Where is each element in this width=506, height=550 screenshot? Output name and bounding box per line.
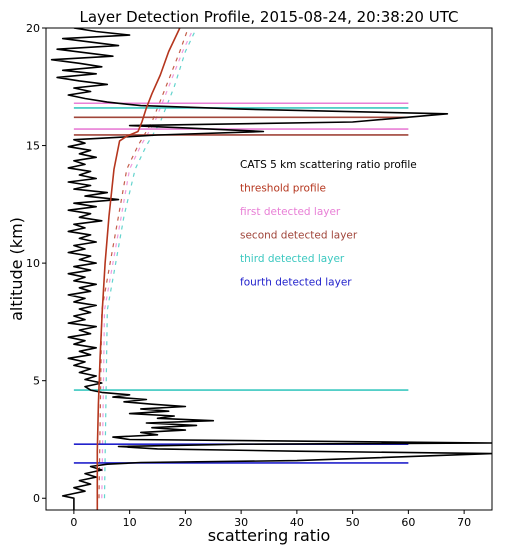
- plot-area: [50, 28, 492, 510]
- legend-first-detected-layer: first detected layer: [240, 206, 341, 218]
- legend: CATS 5 km scattering ratio profile thresh…: [240, 159, 417, 289]
- dashed-guide-3: [103, 28, 198, 499]
- y-tick-label: 10: [26, 257, 40, 270]
- y-axis: 0 5 10 15 20: [26, 22, 46, 505]
- y-axis-label: altitude (km): [7, 217, 26, 321]
- x-tick-label: 70: [457, 516, 471, 529]
- x-tick-label: 30: [234, 516, 248, 529]
- y-tick-label: 5: [33, 375, 40, 388]
- dashed-guide-1: [101, 28, 195, 499]
- x-axis-label: scattering ratio: [208, 526, 331, 545]
- x-tick-label: 20: [178, 516, 192, 529]
- x-tick-label: 60: [401, 516, 415, 529]
- chart-title: Layer Detection Profile, 2015-08-24, 20:…: [80, 8, 459, 26]
- x-tick-label: 40: [290, 516, 304, 529]
- x-tick-label: 50: [346, 516, 360, 529]
- legend-second-detected-layer: second detected layer: [240, 230, 358, 242]
- x-axis: 0 10 20 30 40 50 60 70: [70, 510, 471, 529]
- legend-threshold-profile: threshold profile: [240, 183, 326, 195]
- dashed-guide-2: [98, 28, 189, 499]
- y-tick-label: 20: [26, 22, 40, 35]
- y-tick-label: 15: [26, 140, 40, 153]
- x-tick-label: 10: [123, 516, 137, 529]
- legend-cats-5-km-scattering-ratio-profile: CATS 5 km scattering ratio profile: [240, 159, 417, 171]
- legend-fourth-detected-layer: fourth detected layer: [240, 277, 352, 289]
- plot-frame: [45, 27, 493, 511]
- threshold-profile-line: [96, 28, 181, 510]
- y-tick-label: 0: [33, 492, 40, 505]
- x-tick-label: 0: [70, 516, 77, 529]
- cats-5-km-scattering-ratio-profile-line: [50, 28, 492, 510]
- legend-third-detected-layer: third detected layer: [240, 253, 345, 265]
